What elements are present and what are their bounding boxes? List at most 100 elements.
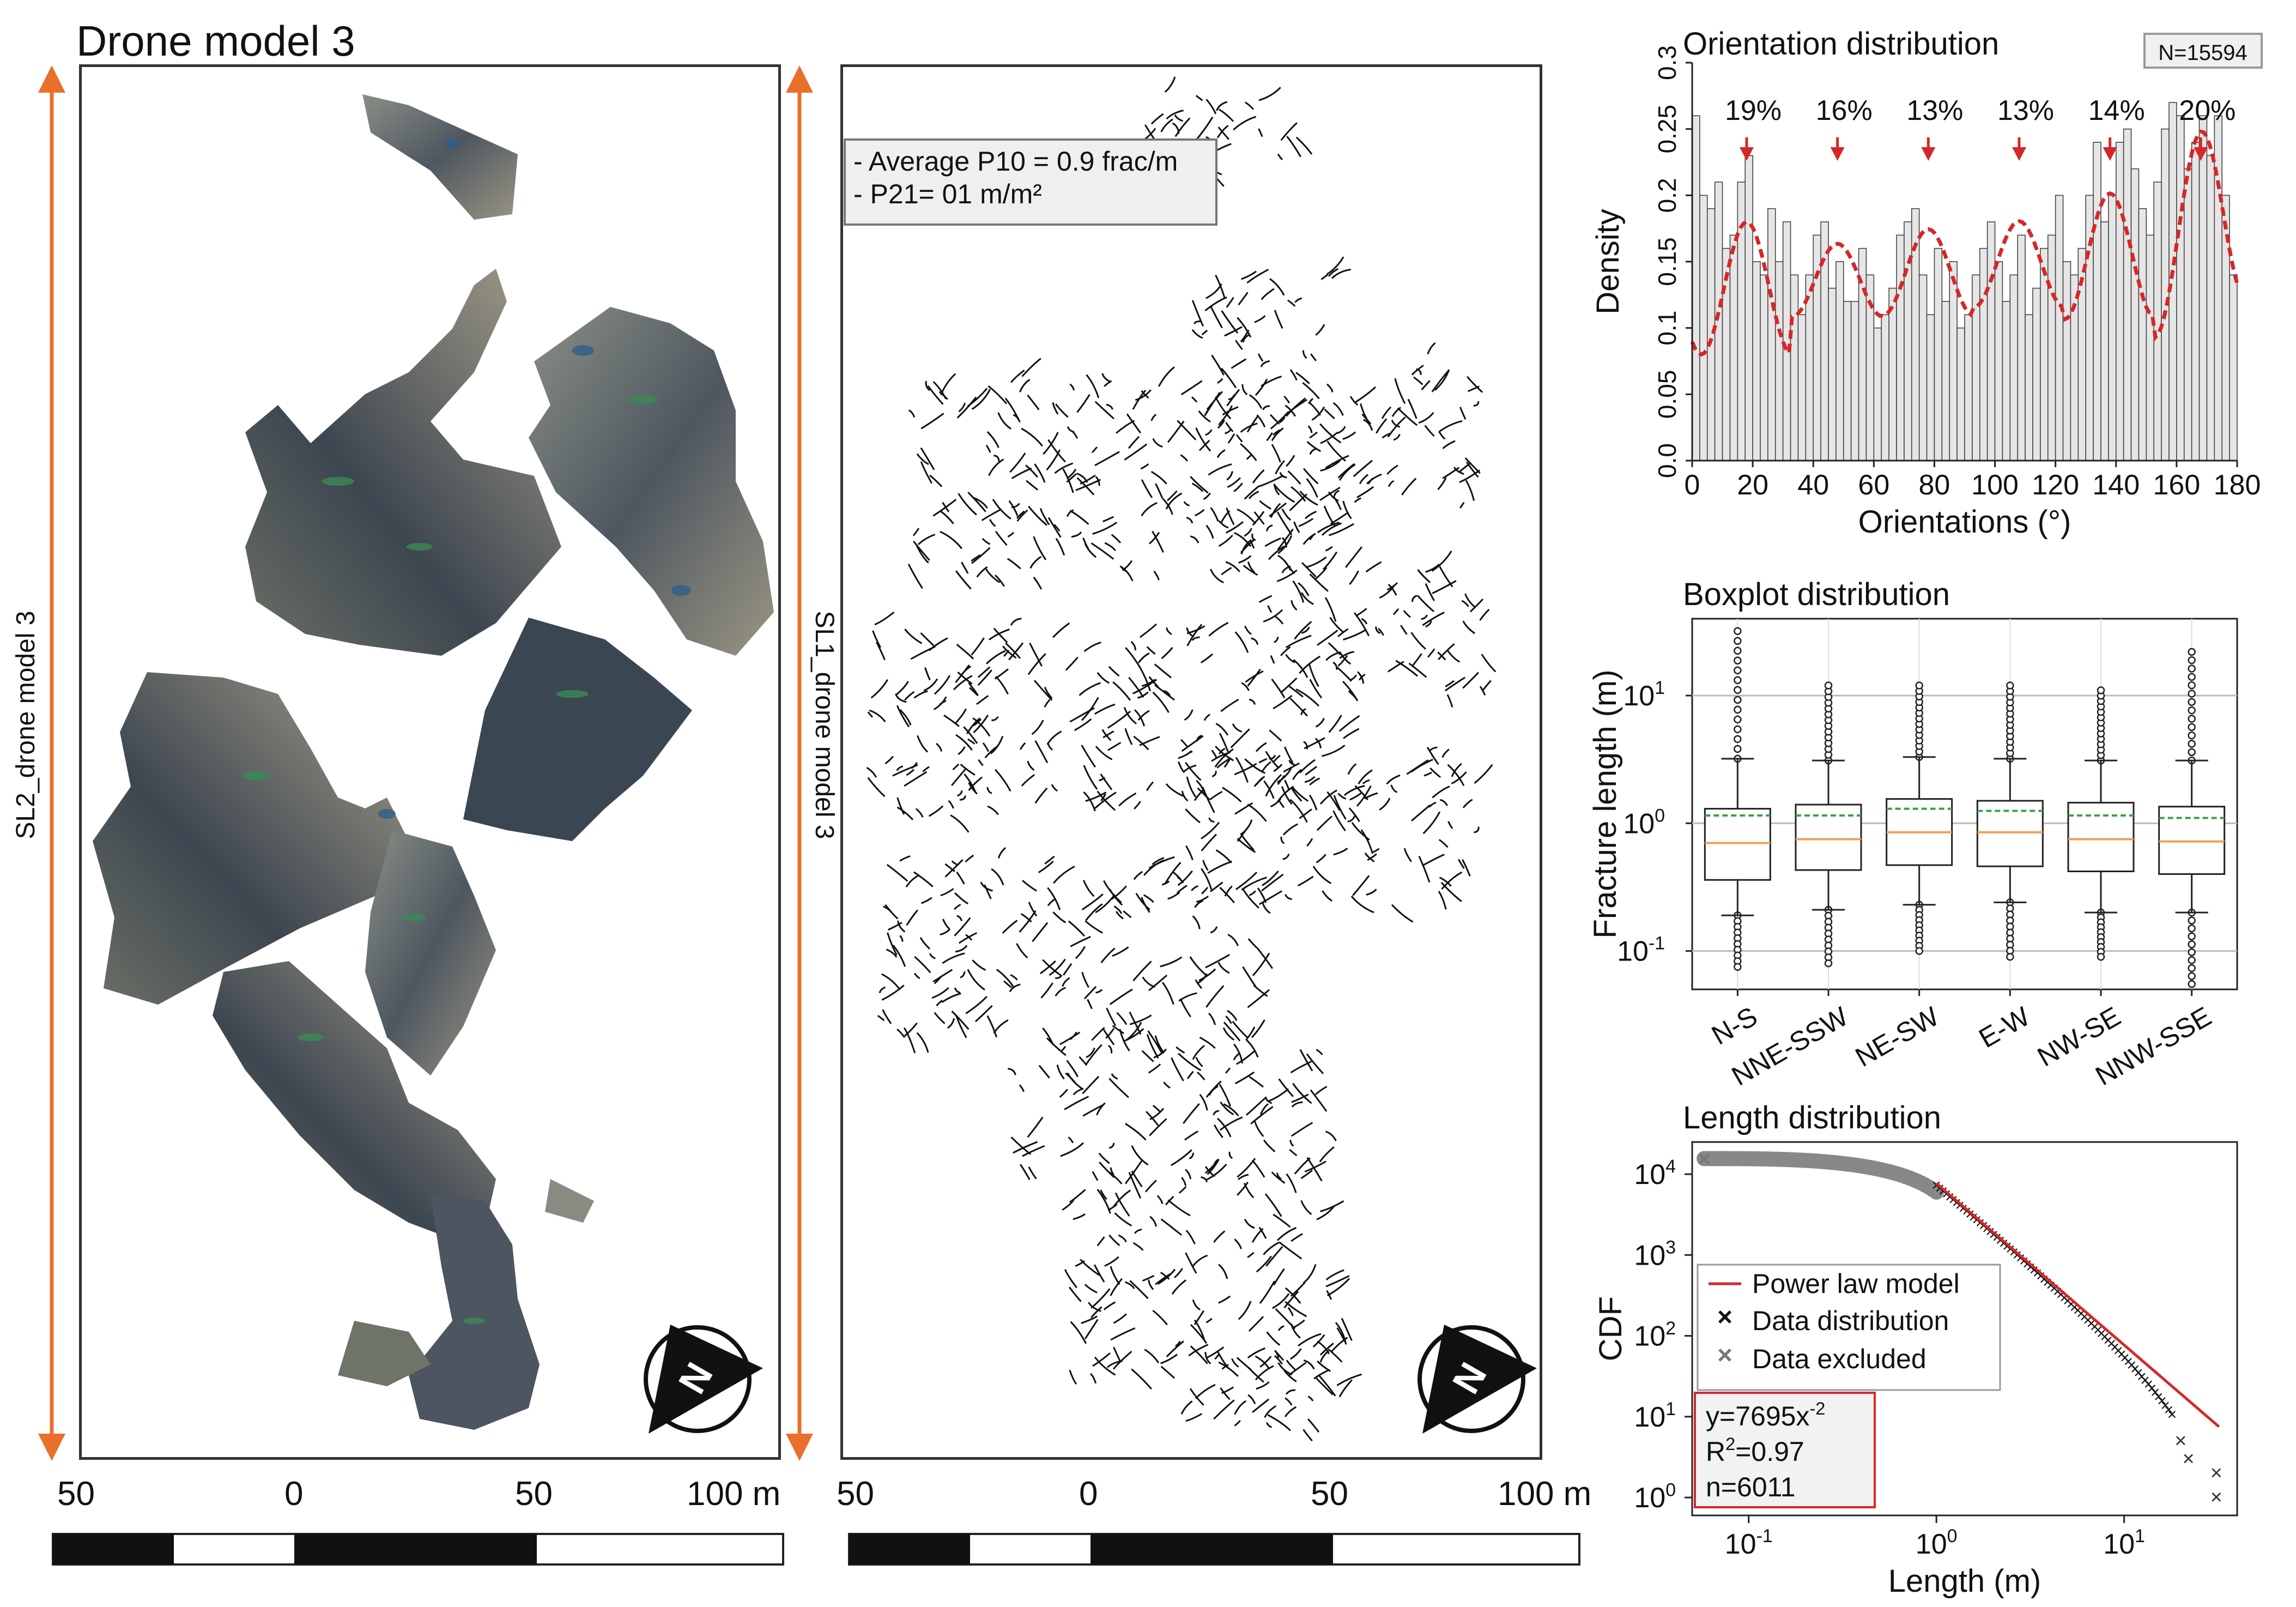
- outlier: [1734, 745, 1742, 753]
- histogram-bar: [2161, 128, 2170, 461]
- outlier: [1734, 647, 1742, 655]
- x-tick-label: 100: [1971, 469, 2019, 501]
- histogram-bar: [2168, 102, 2177, 461]
- y-tick-label: 103: [1634, 1237, 1676, 1271]
- histogram-bar: [1888, 287, 1897, 461]
- y-tick-label: 0.1: [1653, 311, 1681, 346]
- histogram-bar: [2070, 274, 2079, 461]
- data-point: ×: [2154, 1388, 2164, 1406]
- trace-group: [866, 76, 1497, 1442]
- legend-swatch: ×: [1717, 1341, 1732, 1370]
- outlier: [2188, 723, 2196, 732]
- histogram-bar: [1752, 261, 1761, 461]
- scale-label-0: 0: [284, 1475, 304, 1513]
- histogram-bar: [2130, 168, 2140, 461]
- histogram-bar: [1706, 208, 1716, 461]
- outlier: [2188, 698, 2196, 706]
- chart-title: Orientation distribution: [1683, 26, 1999, 62]
- peak-arrow: [1830, 147, 1845, 161]
- data-point: ×: [2137, 1368, 2147, 1386]
- y-tick-label: 100: [1634, 1479, 1676, 1514]
- y-tick-label: 100: [1623, 805, 1665, 839]
- orthomosaic-image: [93, 94, 774, 1430]
- x-tick-label: 20: [1737, 469, 1768, 501]
- data-point: ×: [2103, 1331, 2113, 1349]
- box-NE-SW: [1886, 681, 1953, 955]
- histogram-bar: [2040, 247, 2049, 461]
- left-extent-arrow: [38, 65, 65, 1461]
- histogram-bar: [1986, 221, 1996, 461]
- data-point: ×: [2113, 1342, 2123, 1360]
- data-point: ×: [2160, 1397, 2170, 1415]
- data-point: ×: [2140, 1372, 2150, 1389]
- data-point: ×: [2210, 1486, 2222, 1509]
- outlier: [1734, 637, 1742, 645]
- boxplot-chart: Boxplot distribution10110010-1N-SNNE-SSW…: [1588, 577, 2238, 1092]
- count-badge: [2143, 33, 2263, 69]
- data-point: ×: [2110, 1338, 2120, 1356]
- histogram-bar: [2183, 168, 2192, 461]
- histogram-bar: [2108, 195, 2117, 461]
- y-tick-label: 0.25: [1653, 105, 1681, 154]
- outlier: [1734, 686, 1742, 694]
- histogram-bar: [2017, 234, 2026, 461]
- outlier: [2188, 916, 2196, 925]
- iqr-box: [2158, 806, 2226, 875]
- x-tick-label: 10-1: [1725, 1526, 1773, 1560]
- outlier: [2188, 715, 2196, 723]
- histogram-bar: [2062, 261, 2071, 461]
- plot-frame: [1691, 618, 2238, 990]
- y-tick-label: 104: [1634, 1156, 1676, 1191]
- p10-stat: - Average P10 = 0.9 frac/m: [853, 146, 1178, 177]
- y-tick-label: 101: [1623, 678, 1665, 712]
- data-point: ×: [2130, 1360, 2140, 1378]
- legend-box: [1697, 1264, 2001, 1391]
- histogram-bar: [1729, 234, 1738, 461]
- data-point: ×: [2100, 1328, 2110, 1346]
- outlier: [2188, 980, 2196, 988]
- histogram-bar: [1873, 327, 1882, 461]
- scale-bar: [848, 1533, 1580, 1566]
- histogram-bar: [1692, 115, 1700, 461]
- count-badge-label: N=15594: [2158, 41, 2247, 65]
- fit-r2: R2=0.97: [1706, 1434, 1804, 1467]
- fit-stats-box: y=7695x-2R2=0.97 n=6011: [1694, 1392, 1876, 1508]
- peak-label: 20%: [2179, 95, 2236, 126]
- outlier: [1734, 666, 1742, 675]
- x-tick-label: 0: [1685, 469, 1700, 501]
- histogram-bar: [2176, 115, 2185, 461]
- outlier: [1734, 725, 1742, 734]
- legend-swatch: ×: [1717, 1303, 1732, 1332]
- scale-label-50: 50: [515, 1475, 553, 1513]
- power-law-fit: [1935, 1182, 2220, 1428]
- histogram-bar: [2002, 301, 2011, 461]
- left-side-label: SL2_drone model 3: [11, 611, 40, 839]
- data-point: ×: [2150, 1384, 2160, 1401]
- histogram-bar: [1956, 327, 1965, 461]
- outlier: [1824, 959, 1833, 968]
- histogram-bar: [1813, 234, 1821, 461]
- histogram-bar: [1896, 234, 1905, 461]
- x-tick-label: 80: [1919, 469, 1950, 501]
- fit-equation: y=7695x-2: [1706, 1399, 1825, 1431]
- outlier: [1734, 696, 1742, 704]
- box-E-W: [1976, 681, 2044, 961]
- data-point: ×: [2210, 1461, 2222, 1484]
- outlier: [2188, 948, 2196, 957]
- histogram-bar: [1850, 301, 1859, 461]
- outlier: [1734, 656, 1742, 665]
- data-point: ×: [2123, 1352, 2133, 1370]
- y-tick-label: 0.3: [1653, 45, 1681, 80]
- histogram-bar: [2198, 115, 2208, 461]
- histogram-bar: [1964, 314, 1973, 461]
- middle-extent-arrow: [786, 65, 813, 1461]
- peak-label: 16%: [1816, 95, 1873, 126]
- histogram-bar: [2093, 142, 2101, 461]
- data-point: ×: [2164, 1401, 2174, 1419]
- fracture-traces: [866, 76, 1497, 1442]
- histogram-bar: [2138, 208, 2147, 461]
- histogram-bar: [1843, 301, 1852, 461]
- x-tick-label: NE-SW: [1850, 1001, 1944, 1073]
- outlier: [1734, 627, 1742, 635]
- middle-side-label: SL1_drone model 3: [810, 611, 839, 839]
